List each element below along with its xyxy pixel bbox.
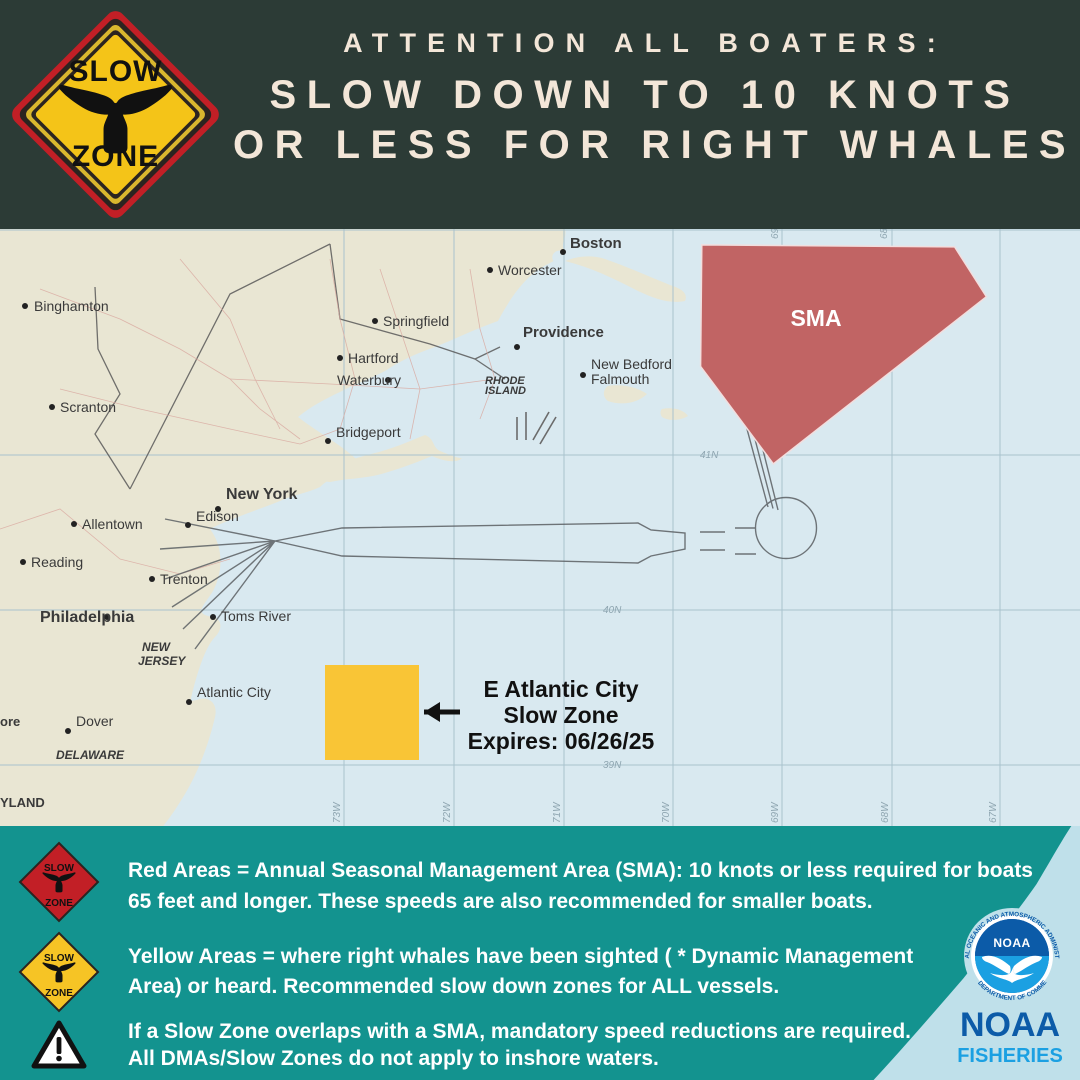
- svg-text:NOAA: NOAA: [960, 1006, 1060, 1044]
- svg-text:ore: ore: [0, 714, 20, 729]
- svg-text:Red Areas = Annual Seasonal Ma: Red Areas = Annual Seasonal Management A…: [128, 859, 1033, 882]
- svg-text:ISLAND: ISLAND: [485, 385, 526, 397]
- svg-text:40N: 40N: [603, 605, 622, 616]
- svg-text:NEW: NEW: [142, 640, 172, 654]
- svg-text:SLOW: SLOW: [69, 55, 163, 88]
- svg-text:67W: 67W: [988, 801, 999, 823]
- svg-text:68W: 68W: [880, 801, 891, 823]
- svg-text:Reading: Reading: [31, 554, 83, 570]
- svg-text:New York: New York: [226, 486, 298, 503]
- svg-text:YLAND: YLAND: [0, 795, 45, 810]
- svg-text:71W: 71W: [552, 801, 563, 823]
- svg-text:Scranton: Scranton: [60, 399, 116, 415]
- svg-text:70W: 70W: [661, 801, 672, 823]
- svg-text:NOAA: NOAA: [993, 936, 1030, 950]
- svg-text:Yellow Areas = where right wh: Yellow Areas = where right whales have b…: [128, 945, 913, 968]
- svg-text:Bridgeport: Bridgeport: [336, 424, 401, 440]
- svg-text:Philadelphia: Philadelphia: [40, 609, 134, 626]
- svg-text:Trenton: Trenton: [160, 571, 208, 587]
- svg-text:68: 68: [879, 229, 890, 239]
- svg-text:Springfield: Springfield: [383, 313, 449, 329]
- svg-text:Atlantic City: Atlantic City: [197, 684, 271, 700]
- svg-text:Boston: Boston: [570, 235, 622, 252]
- svg-text:69: 69: [770, 229, 781, 239]
- svg-text:Binghamton: Binghamton: [34, 298, 109, 314]
- svg-text:Waterbury: Waterbury: [337, 372, 401, 388]
- svg-text:41N: 41N: [700, 450, 719, 461]
- svg-text:SLOW: SLOW: [44, 953, 75, 964]
- svg-text:DELAWARE: DELAWARE: [56, 748, 125, 762]
- svg-text:Allentown: Allentown: [82, 516, 143, 532]
- svg-text:Slow Zone: Slow Zone: [504, 702, 619, 728]
- svg-text:JERSEY: JERSEY: [138, 654, 186, 668]
- svg-text:All DMAs/Slow Zones do not app: All DMAs/Slow Zones do not apply to insh…: [128, 1047, 659, 1070]
- svg-text:FISHERIES: FISHERIES: [957, 1045, 1063, 1067]
- svg-text:72W: 72W: [442, 801, 453, 823]
- svg-text:73W: 73W: [332, 801, 343, 823]
- svg-text:E Atlantic City: E Atlantic City: [483, 676, 638, 702]
- svg-text:Expires: 06/26/25: Expires: 06/26/25: [468, 728, 655, 754]
- svg-text:Providence: Providence: [523, 324, 604, 341]
- svg-text:Area) or heard. Recommended sl: Area) or heard. Recommended slow down zo…: [128, 975, 779, 998]
- svg-text:39N: 39N: [603, 760, 622, 771]
- svg-text:SMA: SMA: [790, 305, 841, 331]
- svg-text:69W: 69W: [770, 801, 781, 823]
- svg-text:SLOW: SLOW: [44, 863, 75, 874]
- svg-text:65 feet and longer. These spee: 65 feet and longer. These speeds are als…: [128, 890, 873, 913]
- svg-text:Hartford: Hartford: [348, 350, 399, 366]
- svg-text:New Bedford: New Bedford: [591, 356, 672, 372]
- svg-text:Toms River: Toms River: [221, 608, 291, 624]
- svg-text:ZONE: ZONE: [45, 988, 73, 999]
- svg-text:Falmouth: Falmouth: [591, 371, 649, 387]
- svg-text:If a Slow Zone overlaps with a: If a Slow Zone overlaps with a SMA, mand…: [128, 1020, 911, 1043]
- svg-text:ZONE: ZONE: [45, 898, 73, 909]
- svg-text:Worcester: Worcester: [498, 262, 562, 278]
- svg-text:Dover: Dover: [76, 713, 114, 729]
